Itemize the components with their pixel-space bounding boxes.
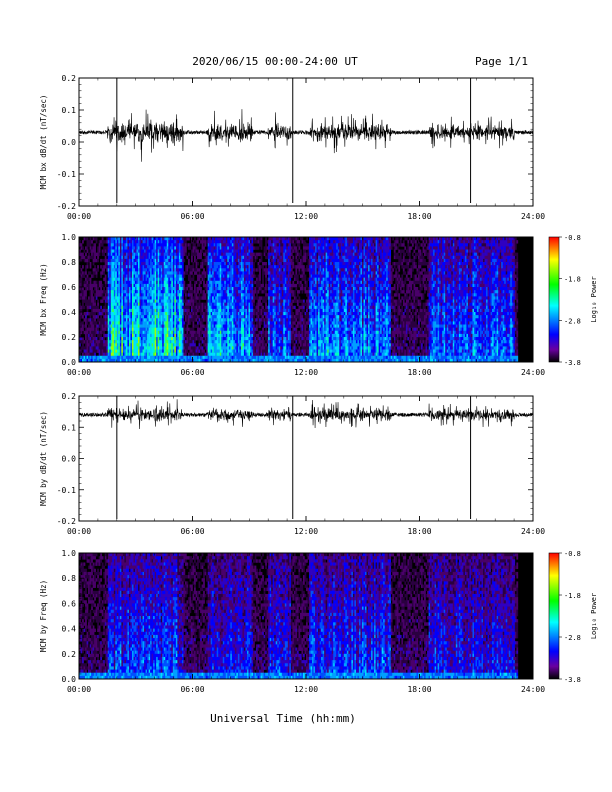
colorbar-tick-label: -2.8: [564, 317, 581, 325]
y-tick-label: -0.2: [57, 517, 76, 526]
y-tick-label: 0.0: [62, 455, 77, 464]
y-tick-label: 0.8: [62, 574, 77, 583]
y-tick-label: 1.0: [62, 233, 77, 242]
x-tick-label: 24:00: [521, 685, 545, 694]
y-tick-label: 0.1: [62, 423, 77, 432]
panel-4: -0.8 -1.8 -2.8 -3.8 Log₁₀ Power 1.0 0.8 0.6 0.4 0…: [39, 549, 598, 694]
y-tick-label: 0.0: [62, 358, 77, 367]
trace-line: [79, 399, 533, 429]
colorbar-tick-label: -0.8: [564, 550, 581, 558]
x-tick-label: 00:00: [67, 368, 91, 377]
colorbar-tick-label: -1.8: [564, 592, 581, 600]
y-axis-label: MCM bx Freq (Hz): [39, 263, 48, 335]
y-tick-label: 0.2: [62, 650, 77, 659]
x-tick-label: 24:00: [521, 212, 545, 221]
colorbar-gradient: [548, 236, 560, 363]
x-tick-label: 06:00: [180, 527, 204, 536]
x-tick-label: 18:00: [407, 368, 431, 377]
x-axis-label: Universal Time (hh:mm): [210, 712, 356, 725]
colorbar-tick-label: -1.8: [564, 276, 581, 284]
x-tick-label: 12:00: [294, 527, 318, 536]
y-tick-label: 0.0: [62, 675, 77, 684]
x-tick-label: 06:00: [180, 212, 204, 221]
colorbar-tick-label: -0.8: [564, 234, 581, 242]
spectrogram: [79, 237, 533, 363]
x-tick-label: 24:00: [521, 368, 545, 377]
colorbar-tick-label: -2.8: [564, 634, 581, 642]
x-tick-label: 12:00: [294, 685, 318, 694]
panel-3: 0.2 0.1 0.0 -0.1 -0.200:00 06:00 12:00 18:00 24:…: [39, 392, 545, 536]
y-axis-label: MCM by dB/dt (nT/sec): [39, 411, 48, 506]
trace-line: [79, 109, 533, 162]
y-tick-label: 0.0: [62, 138, 77, 147]
y-tick-label: 0.2: [62, 333, 77, 342]
colorbar-label: Log₁₀ Power: [590, 276, 598, 322]
x-tick-label: 06:00: [180, 368, 204, 377]
colorbar: -0.8 -1.8 -2.8 -3.8 Log₁₀ Power: [548, 550, 598, 684]
page-title: 2020/06/15 00:00-24:00 UT: [192, 55, 358, 68]
y-tick-label: 1.0: [62, 549, 77, 558]
x-tick-label: 12:00: [294, 368, 318, 377]
y-tick-label: 0.8: [62, 258, 77, 267]
x-tick-label: 18:00: [407, 685, 431, 694]
colorbar-tick-label: -3.8: [564, 359, 581, 367]
y-axis-label: MCM bx dB/dt (nT/sec): [39, 95, 48, 190]
colorbar: -0.8 -1.8 -2.8 -3.8 Log₁₀ Power: [548, 234, 598, 367]
x-tick-label: 24:00: [521, 527, 545, 536]
time-series: [79, 78, 533, 203]
time-series: [79, 396, 533, 519]
y-tick-label: -0.1: [57, 170, 76, 179]
y-tick-label: 0.1: [62, 106, 77, 115]
x-tick-label: 06:00: [180, 685, 204, 694]
x-tick-label: 00:00: [67, 685, 91, 694]
x-tick-label: 00:00: [67, 212, 91, 221]
colorbar-label: Log₁₀ Power: [590, 593, 598, 639]
panel-1: 0.2 0.1 0.0 -0.1 -0.200:00 06:00 12:00 18:00 24:…: [39, 74, 545, 221]
panel-2: -0.8 -1.8 -2.8 -3.8 Log₁₀ Power 1.0 0.8 0.6 0.4 0…: [39, 233, 598, 377]
colorbar-gradient: [548, 552, 560, 680]
page-number: Page 1/1: [475, 55, 528, 68]
spectrogram: [79, 553, 533, 680]
y-axis-label: MCM by Freq (Hz): [39, 580, 48, 652]
x-tick-label: 12:00: [294, 212, 318, 221]
x-tick-label: 18:00: [407, 212, 431, 221]
y-tick-label: 0.6: [62, 599, 77, 608]
y-tick-label: 0.2: [62, 74, 77, 83]
plot-frame: [78, 77, 534, 207]
colorbar-tick-label: -3.8: [564, 676, 581, 684]
y-tick-label: 0.4: [62, 308, 77, 317]
y-tick-label: 0.2: [62, 392, 77, 401]
x-tick-label: 18:00: [407, 527, 431, 536]
y-tick-label: -0.1: [57, 486, 76, 495]
y-tick-label: 0.4: [62, 625, 77, 634]
y-tick-label: -0.2: [57, 202, 76, 211]
y-tick-label: 0.6: [62, 283, 77, 292]
x-tick-label: 00:00: [67, 527, 91, 536]
